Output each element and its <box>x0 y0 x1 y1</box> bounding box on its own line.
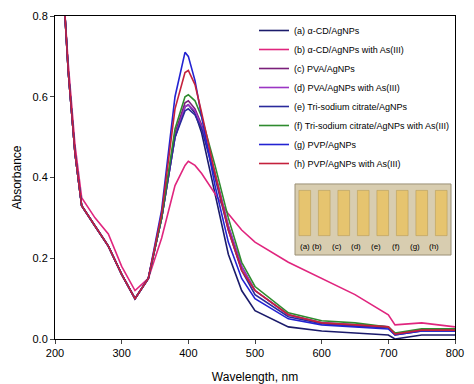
svg-text:(c): (c) <box>332 242 342 251</box>
svg-text:(a): (a) <box>300 242 310 251</box>
svg-text:200: 200 <box>46 347 64 359</box>
svg-text:700: 700 <box>379 347 397 359</box>
svg-text:(e): (e) <box>371 242 381 251</box>
svg-text:0.0: 0.0 <box>33 333 48 345</box>
svg-text:(d) PVA/AgNPs with As(III): (d) PVA/AgNPs with As(III) <box>294 83 400 93</box>
svg-text:0.2: 0.2 <box>33 252 48 264</box>
svg-text:(b) α-CD/AgNPs with As(III): (b) α-CD/AgNPs with As(III) <box>294 45 404 55</box>
svg-text:(b): (b) <box>312 242 322 251</box>
svg-text:800: 800 <box>446 347 464 359</box>
svg-text:(d): (d) <box>351 242 361 251</box>
svg-text:Wavelength, nm: Wavelength, nm <box>212 370 298 384</box>
svg-text:600: 600 <box>312 347 330 359</box>
svg-text:0.8: 0.8 <box>33 10 48 22</box>
svg-text:(h) PVP/AgNPs with As(III): (h) PVP/AgNPs with As(III) <box>294 159 401 169</box>
svg-text:(g): (g) <box>410 242 420 251</box>
svg-text:(c) PVA/AgNPs: (c) PVA/AgNPs <box>294 64 355 74</box>
svg-text:(f): (f) <box>392 242 400 251</box>
svg-text:Absorbance: Absorbance <box>10 145 24 209</box>
svg-text:(e) Tri-sodium citrate/AgNPs: (e) Tri-sodium citrate/AgNPs <box>294 102 408 112</box>
svg-text:(g) PVP/AgNPs: (g) PVP/AgNPs <box>294 140 357 150</box>
svg-text:(a) α-CD/AgNPs: (a) α-CD/AgNPs <box>294 26 360 36</box>
svg-text:0.4: 0.4 <box>33 171 48 183</box>
svg-text:500: 500 <box>246 347 264 359</box>
svg-text:(f) Tri-sodium citrate/AgNPs w: (f) Tri-sodium citrate/AgNPs with As(III… <box>294 121 449 131</box>
svg-text:400: 400 <box>179 347 197 359</box>
svg-text:(h): (h) <box>429 242 439 251</box>
svg-text:300: 300 <box>112 347 130 359</box>
svg-text:0.6: 0.6 <box>33 91 48 103</box>
